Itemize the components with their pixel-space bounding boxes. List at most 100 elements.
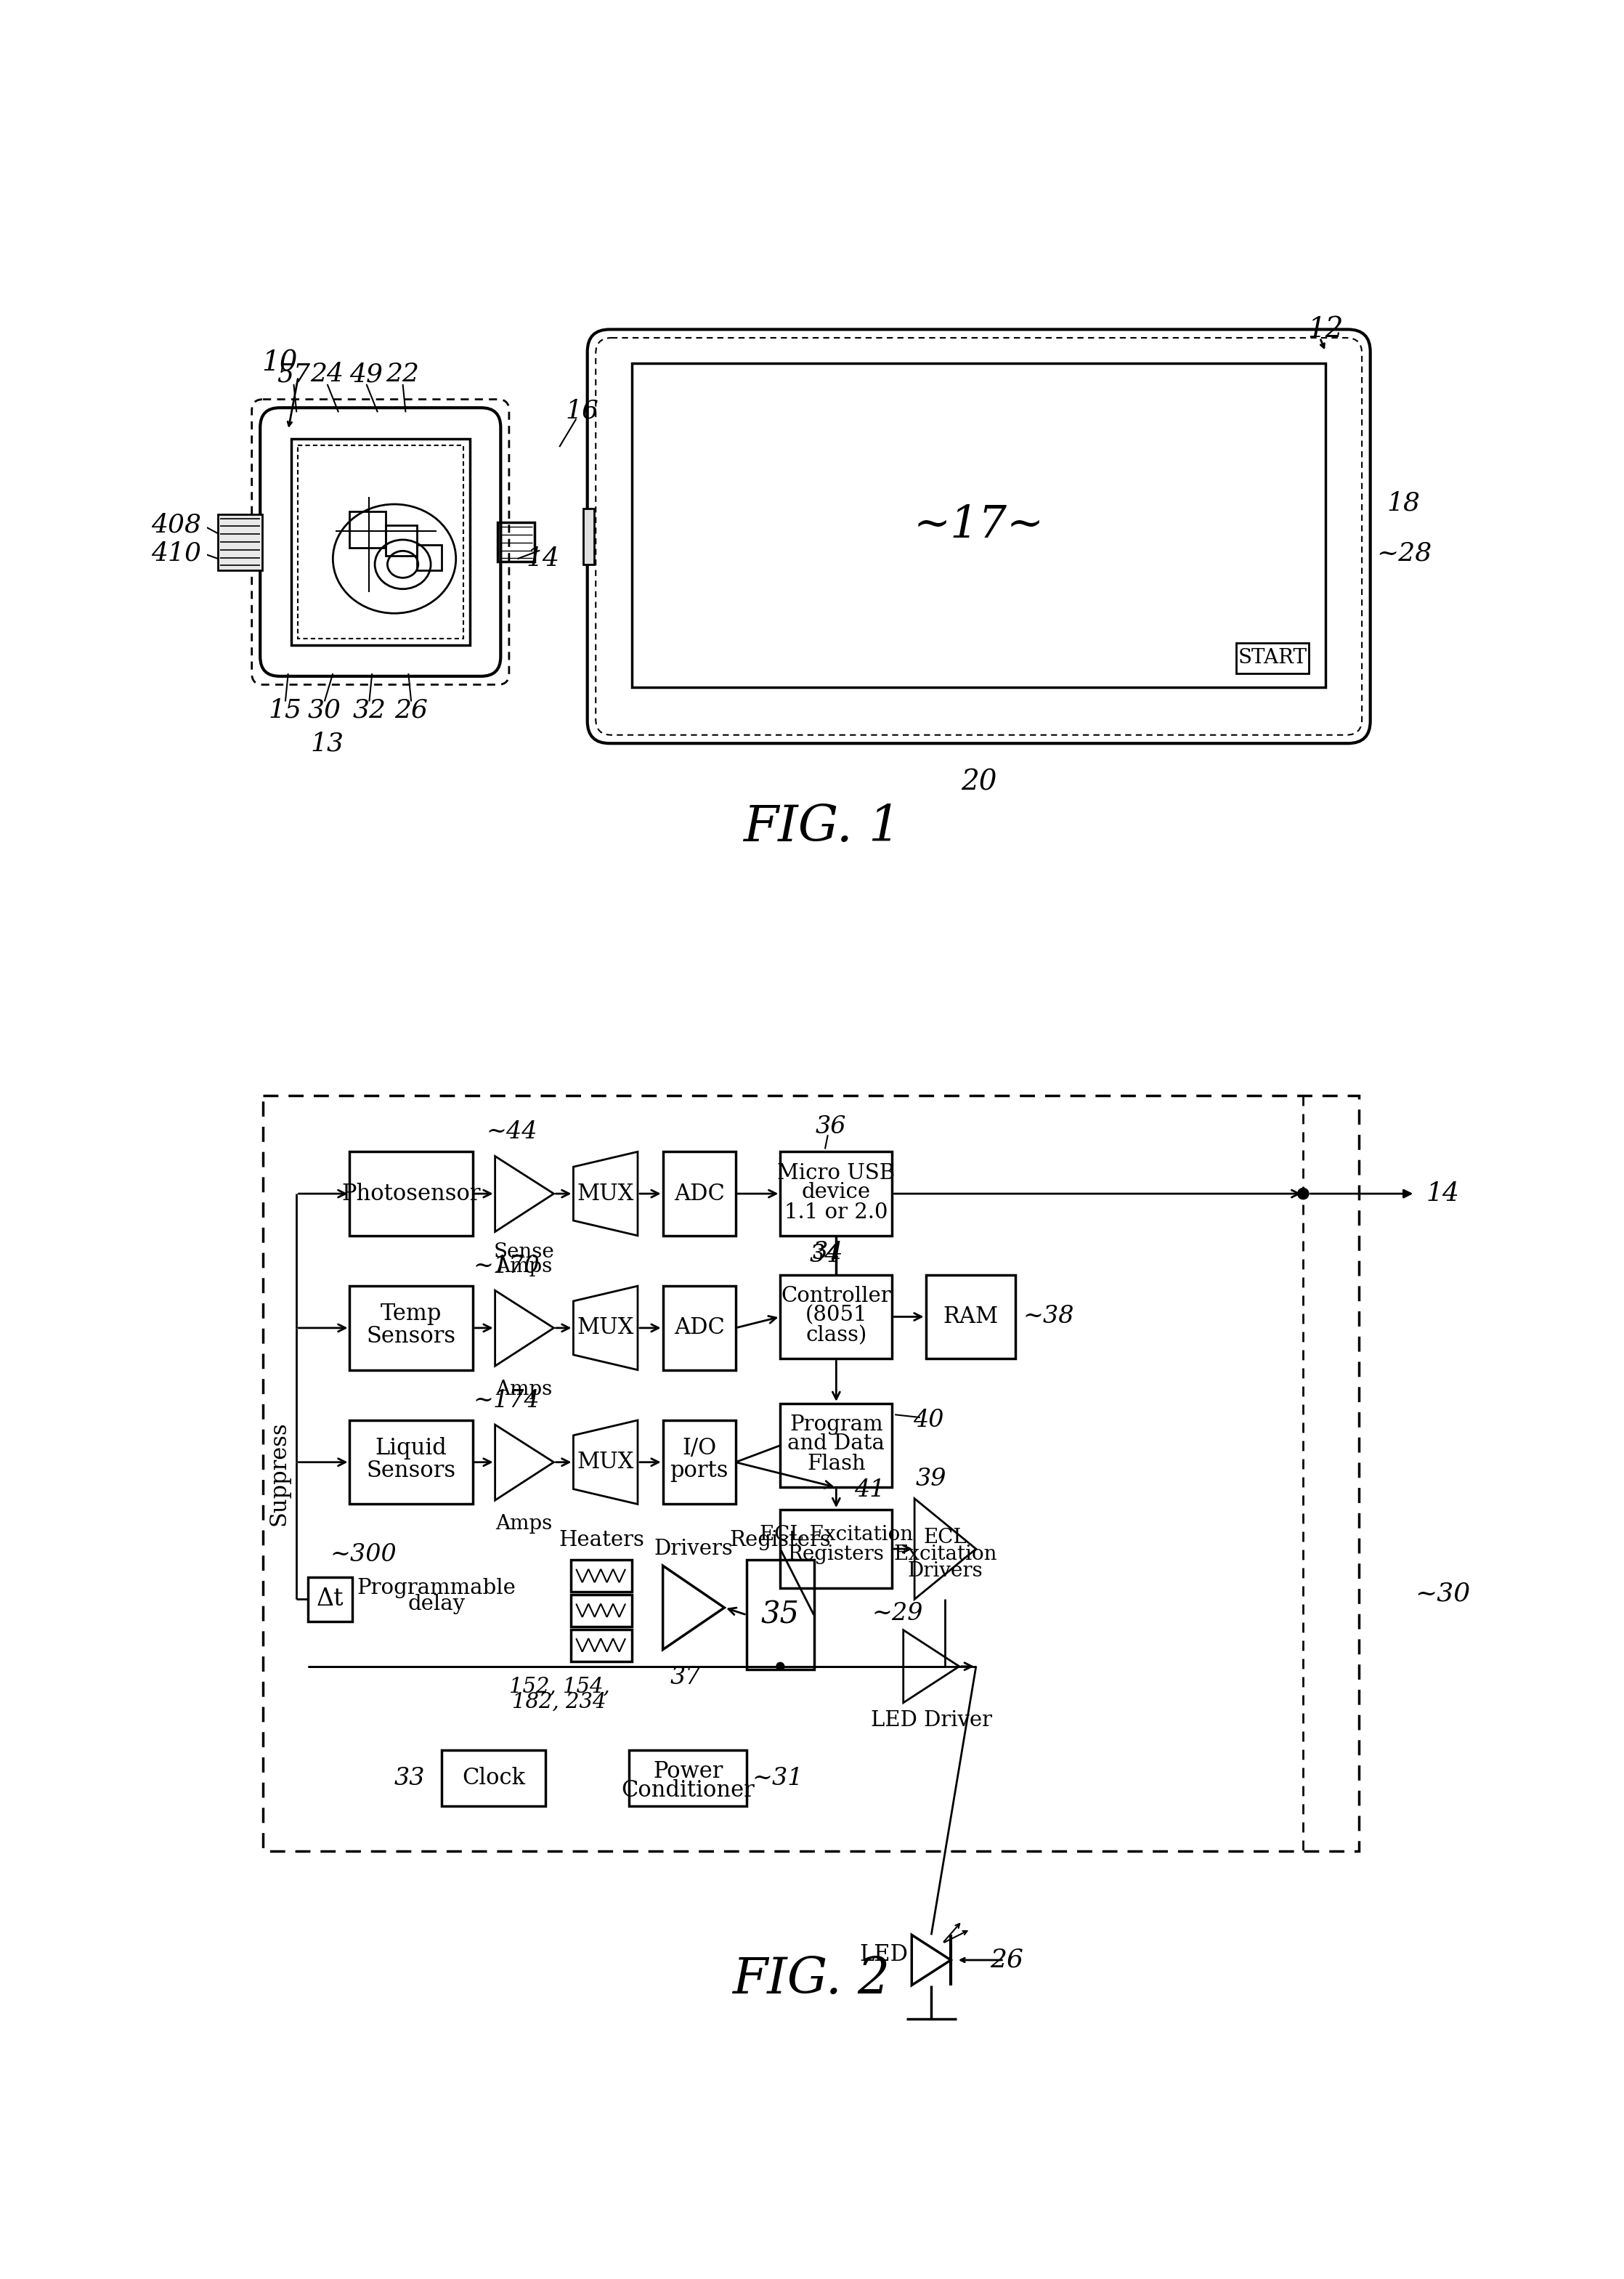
Text: RAM: RAM: [944, 1306, 999, 1329]
Text: Programmable: Programmable: [357, 1577, 516, 1598]
Bar: [387, 524, 417, 556]
Text: Amps: Amps: [495, 1256, 552, 1276]
Text: Suppress: Suppress: [268, 1422, 291, 1525]
Text: ~300: ~300: [330, 1543, 396, 1566]
Text: MUX: MUX: [577, 1183, 633, 1206]
Circle shape: [776, 1661, 784, 1671]
Text: device: device: [802, 1183, 870, 1203]
Text: 10: 10: [261, 349, 297, 376]
Bar: [349, 1420, 473, 1504]
Text: ~31: ~31: [752, 1766, 804, 1789]
Text: 18: 18: [1387, 490, 1421, 515]
Text: Excitation: Excitation: [893, 1545, 997, 1563]
Text: Photosensor: Photosensor: [341, 1183, 481, 1206]
Bar: [1236, 643, 1309, 675]
Text: 410: 410: [151, 540, 201, 565]
Bar: [570, 1561, 632, 1593]
Text: 152, 154,: 152, 154,: [508, 1677, 609, 1696]
Text: FIG. 1: FIG. 1: [744, 802, 901, 852]
Text: Drivers: Drivers: [654, 1538, 732, 1559]
Text: Registers: Registers: [729, 1529, 831, 1550]
Bar: [442, 1750, 546, 1807]
Text: ~38: ~38: [1023, 1306, 1075, 1329]
Text: FIG. 2: FIG. 2: [732, 1955, 890, 2003]
Text: ~30: ~30: [1415, 1582, 1471, 1607]
Text: Sensors: Sensors: [367, 1459, 456, 1481]
Text: Sensors: Sensors: [367, 1324, 456, 1347]
Text: 26: 26: [991, 1949, 1023, 1971]
Text: LED: LED: [859, 1944, 908, 1967]
Text: and Data: and Data: [788, 1433, 885, 1454]
Text: START: START: [1237, 647, 1307, 668]
Text: Registers: Registers: [788, 1545, 885, 1563]
Bar: [570, 1629, 632, 1661]
Text: Liquid: Liquid: [375, 1438, 447, 1459]
Bar: [663, 1420, 736, 1504]
Text: 34: 34: [810, 1244, 841, 1267]
Text: 26: 26: [395, 697, 427, 722]
Bar: [663, 1151, 736, 1235]
Text: 34: 34: [812, 1240, 843, 1265]
Text: ~44: ~44: [486, 1121, 538, 1144]
Text: 33: 33: [395, 1766, 425, 1789]
Bar: [780, 1404, 892, 1488]
Text: MUX: MUX: [577, 1452, 633, 1475]
Text: 49: 49: [349, 362, 383, 387]
Text: Amps: Amps: [495, 1379, 552, 1399]
Text: Conditioner: Conditioner: [622, 1780, 755, 1803]
Text: 24: 24: [310, 362, 344, 387]
Bar: [632, 362, 1325, 688]
Bar: [218, 515, 261, 570]
Bar: [780, 1151, 892, 1235]
Text: Program: Program: [789, 1415, 883, 1436]
Text: ECL: ECL: [924, 1527, 966, 1547]
Text: ADC: ADC: [674, 1317, 724, 1340]
Text: Temp: Temp: [380, 1304, 442, 1324]
Text: ECL Excitation: ECL Excitation: [760, 1525, 913, 1545]
Text: 32: 32: [352, 697, 387, 722]
Text: ~174: ~174: [473, 1388, 539, 1413]
Text: Micro USB: Micro USB: [778, 1162, 895, 1183]
Bar: [780, 1274, 892, 1358]
Text: 37: 37: [669, 1666, 700, 1689]
Bar: [291, 438, 469, 645]
Bar: [628, 1750, 747, 1807]
Text: 14: 14: [1426, 1181, 1460, 1206]
Text: 20: 20: [961, 768, 997, 795]
Text: ~29: ~29: [872, 1602, 924, 1625]
Text: (8051: (8051: [806, 1306, 867, 1326]
Text: ~170: ~170: [473, 1256, 539, 1279]
Text: LED Driver: LED Driver: [870, 1712, 992, 1730]
Bar: [663, 1285, 736, 1370]
Text: Heaters: Heaters: [559, 1529, 645, 1550]
Text: 36: 36: [815, 1114, 846, 1137]
Text: Sense: Sense: [494, 1242, 554, 1263]
Text: 15: 15: [268, 697, 302, 722]
Text: 408: 408: [151, 513, 201, 538]
Text: 35: 35: [762, 1600, 799, 1629]
Bar: [349, 1285, 473, 1370]
Text: Flash: Flash: [807, 1454, 866, 1475]
Text: 41: 41: [854, 1479, 885, 1502]
Bar: [417, 545, 442, 570]
Text: class): class): [806, 1324, 867, 1345]
Text: ADC: ADC: [674, 1183, 724, 1206]
Bar: [926, 1274, 1015, 1358]
Text: 57: 57: [278, 362, 310, 387]
Bar: [307, 1577, 352, 1623]
Text: 22: 22: [387, 362, 419, 387]
Bar: [499, 522, 534, 561]
Text: 14: 14: [526, 547, 559, 572]
Text: Amps: Amps: [495, 1513, 552, 1534]
Text: Controller: Controller: [781, 1285, 892, 1306]
Text: Drivers: Drivers: [908, 1561, 983, 1582]
Text: ~17~: ~17~: [913, 504, 1044, 547]
Bar: [747, 1561, 814, 1671]
Text: 1.1 or 2.0: 1.1 or 2.0: [784, 1201, 888, 1222]
Bar: [349, 1151, 473, 1235]
FancyBboxPatch shape: [588, 330, 1371, 743]
Text: I/O: I/O: [682, 1438, 716, 1459]
Bar: [570, 1595, 632, 1627]
Text: 182, 234: 182, 234: [512, 1691, 606, 1712]
Text: Δt: Δt: [317, 1588, 344, 1611]
